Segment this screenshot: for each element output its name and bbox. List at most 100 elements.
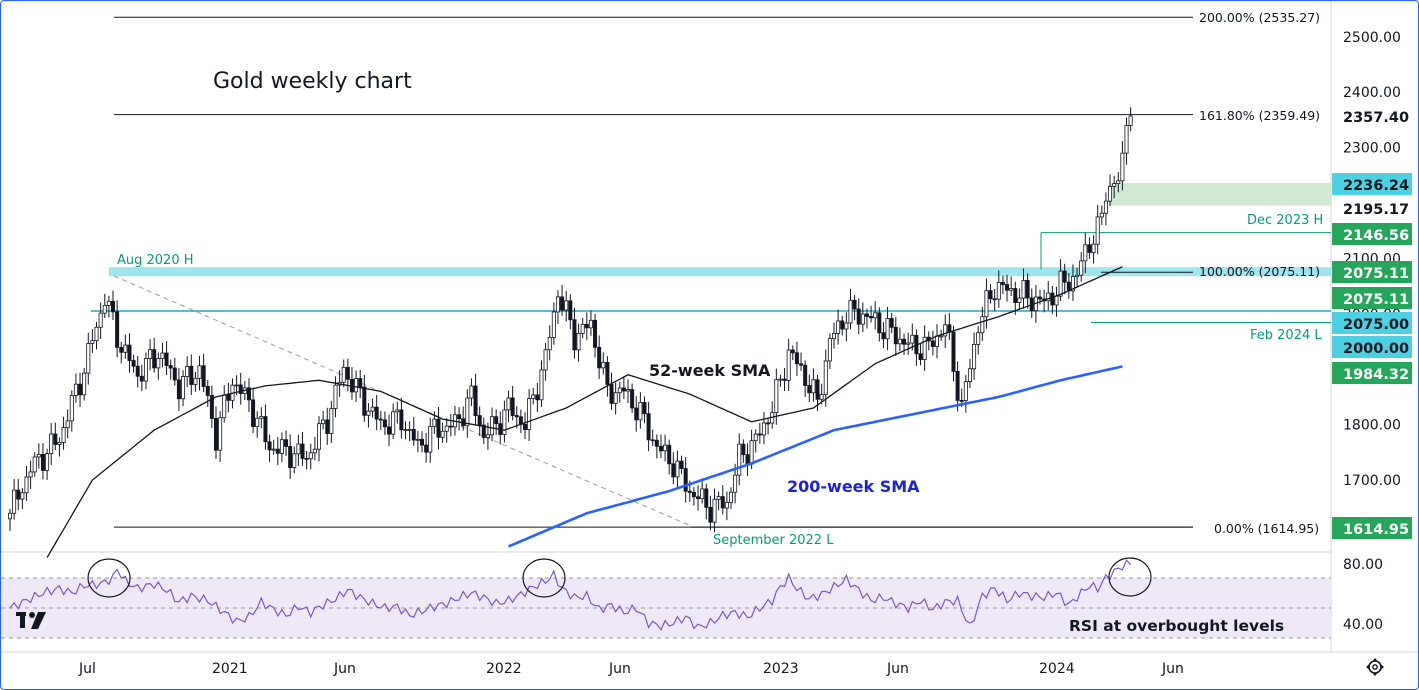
- candle: [621, 376, 626, 400]
- candle: [761, 411, 766, 445]
- candle: [226, 382, 231, 413]
- candle: [972, 332, 977, 380]
- candle: [551, 302, 556, 345]
- candle: [506, 390, 511, 422]
- tradingview-logo[interactable]: [16, 612, 46, 629]
- candle: [951, 325, 956, 382]
- candle: [737, 433, 742, 486]
- candle: [770, 401, 775, 429]
- sma52-label: 52-week SMA: [649, 361, 771, 380]
- candle: [1120, 140, 1125, 191]
- price-tag-label: 2195.17: [1343, 202, 1409, 218]
- price-tag-label: 2075.11: [1343, 266, 1409, 282]
- candle: [115, 300, 120, 358]
- candle: [201, 353, 206, 393]
- candle: [910, 323, 915, 351]
- price-tick: 1800.00: [1343, 418, 1401, 434]
- candle: [930, 330, 935, 356]
- candle: [139, 364, 144, 392]
- candle: [576, 323, 581, 362]
- price-tag: 2000.00: [1332, 336, 1412, 358]
- candle: [90, 329, 95, 353]
- candle: [720, 485, 725, 515]
- candle: [98, 302, 103, 340]
- candle: [36, 443, 41, 469]
- candle: [848, 288, 853, 330]
- candle: [799, 352, 804, 371]
- x-tick-2021: 2021: [212, 661, 248, 677]
- candle: [786, 338, 791, 391]
- candle: [193, 371, 198, 392]
- candle: [844, 312, 849, 342]
- candle: [135, 355, 140, 388]
- candle: [955, 361, 960, 412]
- candle: [119, 341, 124, 364]
- candle: [69, 390, 74, 432]
- price-tag: 2146.56: [1332, 223, 1412, 245]
- candle: [514, 406, 519, 429]
- candle: [65, 409, 70, 439]
- candle: [16, 478, 21, 511]
- candle: [205, 379, 210, 407]
- candle: [12, 478, 17, 520]
- candle: [543, 342, 548, 381]
- candle: [897, 327, 902, 352]
- candle: [593, 313, 598, 358]
- candle: [996, 270, 1001, 308]
- candle: [444, 418, 449, 443]
- candle: [539, 360, 544, 408]
- price-tick: 2400.00: [1343, 85, 1401, 101]
- candle: [407, 421, 412, 442]
- candle: [143, 352, 148, 390]
- candle: [1009, 276, 1014, 296]
- settings-gear-icon[interactable]: [1366, 658, 1384, 676]
- candle: [131, 354, 136, 373]
- fib-200-label: 200.00% (2535.27): [1199, 10, 1320, 25]
- rsi-note: RSI at overbought levels: [1069, 617, 1284, 635]
- candle: [638, 392, 643, 429]
- candle: [778, 374, 783, 387]
- price-tag: 2357.40: [1343, 110, 1409, 126]
- candle: [527, 389, 532, 442]
- candle: [349, 367, 354, 400]
- candle: [391, 403, 396, 439]
- candle: [535, 382, 540, 412]
- candle: [246, 378, 251, 413]
- candle: [494, 409, 499, 435]
- candle: [531, 387, 536, 405]
- price-tag-label: 2075.11: [1343, 292, 1409, 308]
- candle: [123, 334, 128, 359]
- price-tag: 2195.17: [1332, 197, 1412, 219]
- candle: [271, 439, 276, 455]
- candle: [152, 337, 157, 373]
- candle: [428, 417, 433, 463]
- x-tick-2023: 2023: [763, 661, 799, 677]
- candle: [679, 455, 684, 475]
- candle: [213, 406, 218, 459]
- candle: [943, 314, 948, 348]
- candle: [238, 372, 243, 405]
- candle: [176, 368, 181, 411]
- candle: [61, 416, 66, 450]
- candle: [724, 491, 729, 521]
- candle: [819, 383, 824, 405]
- candle: [733, 463, 738, 504]
- candle: [885, 306, 890, 351]
- candle: [403, 421, 408, 440]
- candle: [209, 385, 214, 428]
- rsi-tick-80: 80.00: [1343, 557, 1383, 573]
- aug-2020-high-label: Aug 2020 H: [117, 253, 194, 268]
- candle: [510, 385, 515, 421]
- candle: [94, 321, 99, 350]
- candle: [729, 487, 734, 509]
- x-tick-jul: Jul: [78, 661, 96, 677]
- candle: [28, 460, 33, 489]
- candle: [803, 360, 808, 397]
- candle: [181, 370, 186, 407]
- candle: [671, 452, 676, 485]
- price-tag: 1614.95: [1332, 517, 1412, 539]
- candle: [827, 333, 832, 369]
- candle: [1079, 251, 1084, 282]
- candle: [345, 358, 350, 392]
